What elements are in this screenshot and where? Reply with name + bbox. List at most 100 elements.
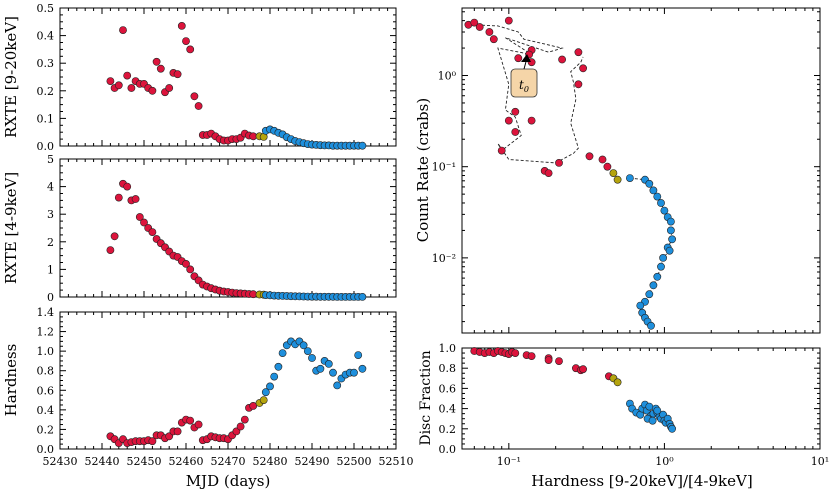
panel-hard-rate: RXTE [9-20keV] 0.0 0.1 0.2 0.3 0.4 0.5 <box>2 2 397 153</box>
ytick-label-soft-rate: 1 <box>47 263 54 276</box>
panel-disc-fraction: Disc Fraction Hardness [9-20keV]/[4-9keV… <box>418 342 829 490</box>
ytick-label-soft-rate: 3 <box>47 208 54 221</box>
panel-soft-rate: RXTE [4-9keV] 0 1 2 3 4 5 <box>2 153 397 304</box>
ytick-label-disc-fraction: 0.0 <box>439 443 457 456</box>
xtick-label-disc-fraction: 10⁻¹ <box>497 455 521 468</box>
xtick-label-hardness-time: 52490 <box>295 455 330 468</box>
hid-hard-point <box>504 116 513 125</box>
ytick-label-hardness-time: 0.4 <box>37 404 55 417</box>
hardness-time-soft-point <box>333 381 342 390</box>
xlabel-hardness-ratio: Hardness [9-20keV]/[4-9keV] <box>531 472 752 490</box>
hardness-time-soft-point <box>316 364 325 373</box>
hid-soft-point <box>647 321 655 330</box>
hid-soft-point <box>645 290 654 299</box>
ytick-label-soft-rate: 2 <box>47 236 54 249</box>
xtick-label-disc-fraction: 10¹ <box>811 455 829 468</box>
soft-rate-hard-point <box>123 182 132 191</box>
xtick-label-hardness-time: 52450 <box>127 455 162 468</box>
ytick-label-soft-rate: 5 <box>47 153 54 166</box>
disc-fraction-hard-point <box>579 365 587 374</box>
xtick-label-hardness-time: 52500 <box>337 455 372 468</box>
ytick-label-hardness-time: 0.8 <box>37 365 55 378</box>
hardness-time-soft-point <box>324 359 333 368</box>
hard-rate-hard-point <box>190 92 199 101</box>
hardness-time-hard-point <box>236 422 245 431</box>
ytick-label-hard-rate: 0.2 <box>37 85 55 98</box>
hardness-time-soft-point <box>274 362 283 371</box>
ytick-label-hard-rate: 0.5 <box>37 2 55 15</box>
hid-soft-track-line <box>629 177 673 327</box>
hid-soft-point <box>667 217 675 226</box>
ytick-label-soft-rate: 4 <box>47 181 54 194</box>
hardness-time-soft-point <box>308 354 316 362</box>
ytick-label-hardness-time: 0.6 <box>37 384 55 397</box>
hardness-time-hard-point <box>148 437 157 446</box>
xtick-label-hardness-time: 52440 <box>85 455 120 468</box>
hid-soft-point <box>659 253 667 262</box>
hard-rate-hard-point <box>156 64 165 73</box>
hardness-time-soft-point <box>303 347 312 355</box>
hard-rate-hard-point <box>127 84 136 92</box>
hid-hard-point <box>555 158 563 167</box>
ytick-label-hid: 10⁰ <box>438 70 457 83</box>
ytick-label-disc-fraction: 0.4 <box>439 403 457 416</box>
hid-soft-point <box>626 174 634 182</box>
hid-soft-point <box>668 235 676 244</box>
ytick-label-hard-rate: 0.0 <box>37 140 55 153</box>
hid-hard-point <box>598 155 607 164</box>
ylabel-soft-rate: RXTE [4-9keV] <box>2 172 20 284</box>
xtick-label-disc-fraction: 10⁰ <box>655 455 674 468</box>
ytick-label-hardness-time: 1.2 <box>37 326 55 339</box>
hid-soft-point <box>657 199 665 207</box>
hid-hard-point <box>603 162 612 171</box>
soft-rate-hard-point <box>106 246 115 254</box>
hid-hard-point <box>585 152 594 161</box>
soft-rate-hard-point <box>131 195 140 203</box>
ytick-label-hard-rate: 0.3 <box>37 57 55 70</box>
frame-hard-rate <box>59 7 397 147</box>
hid-transition-point <box>609 169 618 177</box>
ylabel-count-rate: Count Rate (crabs) <box>414 98 432 242</box>
hardness-time-hard-point <box>240 415 249 424</box>
hid-soft-point <box>665 246 674 255</box>
hid-soft-point <box>660 206 669 215</box>
soft-rate-soft-point <box>358 292 367 301</box>
hid-hard-point <box>489 35 498 44</box>
hard-rate-hard-point <box>182 37 190 45</box>
panel-hid: Count Rate (crabs) 10⁻² 10⁻¹ 10⁰ t0 <box>414 7 821 334</box>
hid-hard-point <box>527 116 536 125</box>
hid-hard-point <box>514 54 523 63</box>
ylabel-hard-rate: RXTE [9-20keV] <box>2 16 20 138</box>
hid-hard-point <box>504 16 513 25</box>
xtick-label-hardness-time: 52460 <box>169 455 204 468</box>
hid-hard-point <box>579 64 587 73</box>
hid-hard-point <box>497 146 506 155</box>
ylabel-disc-fraction: Disc Fraction <box>418 350 434 445</box>
hardness-time-soft-point <box>278 349 287 357</box>
hard-rate-hard-point <box>114 81 123 90</box>
ytick-label-hardness-time: 0.0 <box>37 443 55 456</box>
hid-soft-point <box>653 272 662 281</box>
ytick-label-hard-rate: 0.4 <box>37 30 55 43</box>
xlabel-mjd: MJD (days) <box>186 472 271 490</box>
hid-hard-point <box>511 128 520 136</box>
xtick-label-hardness-time: 52430 <box>43 455 78 468</box>
disc-fraction-hard-point <box>527 352 536 360</box>
hard-rate-hard-point <box>165 84 174 92</box>
frame-soft-rate <box>59 158 397 298</box>
hid-transition-point <box>613 175 622 184</box>
disc-fraction-hard-point <box>555 357 563 365</box>
hard-rate-hard-point <box>106 77 115 85</box>
hid-soft-point <box>649 186 658 195</box>
hardness-time-hard-point <box>249 401 258 410</box>
ytick-label-hid: 10⁻² <box>432 252 456 265</box>
hardness-time-soft-point <box>358 364 367 373</box>
disc-fraction-hard-point <box>544 356 553 364</box>
hid-soft-point <box>653 192 662 201</box>
ytick-label-hardness-time: 1.4 <box>37 306 55 319</box>
hardness-time-hard-point <box>232 427 241 436</box>
disc-fraction-soft-point <box>648 416 657 425</box>
ytick-label-disc-fraction: 0.8 <box>439 362 457 375</box>
hid-soft-point <box>657 262 665 271</box>
panel-hardness-time: Hardness MJD (days) 0.0 0.2 0.4 0.6 0.8 1.0 1.… <box>2 306 414 490</box>
